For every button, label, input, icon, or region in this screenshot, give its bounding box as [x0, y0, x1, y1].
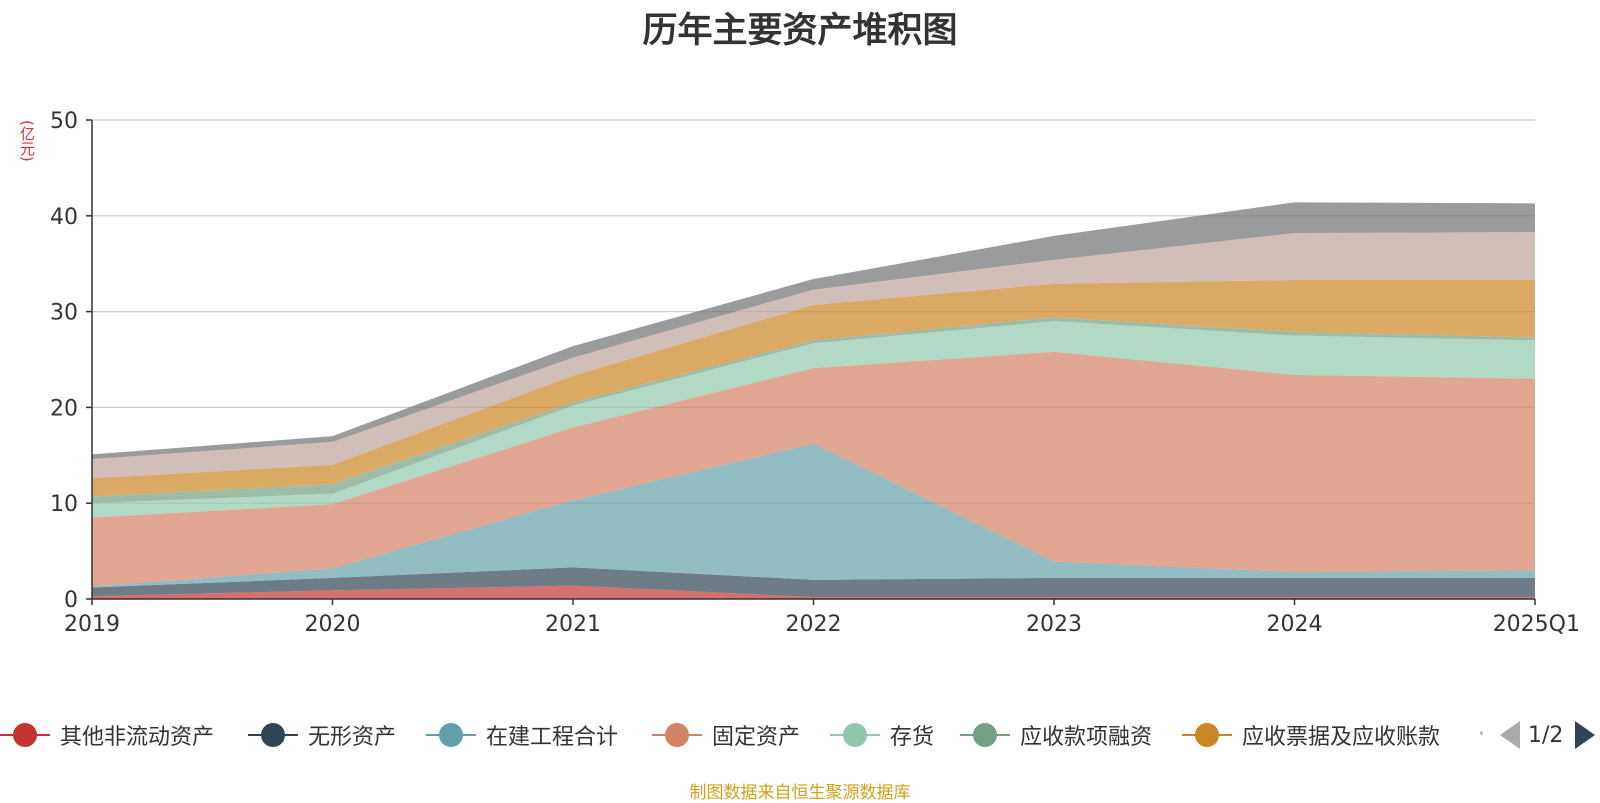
legend-label: 其他非流动资产	[60, 725, 215, 750]
area-series	[92, 443, 1535, 588]
legend-item-construction[interactable]: 在建工程合计	[426, 718, 618, 752]
legend-overflow-dot: ·	[1478, 722, 1485, 747]
legend-label: 应收票据及应收账款	[1242, 725, 1441, 750]
legend-marker-icon	[960, 718, 1010, 752]
legend-label: 无形资产	[308, 725, 397, 750]
area-series	[92, 351, 1535, 587]
legend-marker-icon	[830, 718, 880, 752]
x-tick-label: 2022	[786, 612, 842, 637]
x-tick-label: 2020	[305, 612, 361, 637]
legend: 其他非流动资产 无形资产 在建工程合计 固定资产 存货 应收款项融资 应收票据及…	[0, 718, 1600, 752]
legend-label: 应收款项融资	[1020, 725, 1153, 750]
legend-item-notes-receivable[interactable]: 应收票据及应收账款	[1182, 718, 1440, 752]
legend-label: 存货	[890, 725, 935, 750]
stacked-area-chart: 0 10 20 30 40 50 2019 2020 2021 2022 2023 2024 2025Q…	[50, 109, 1580, 637]
y-tick-label: 30	[50, 301, 78, 326]
chart-title: 历年主要资产堆积图	[642, 11, 958, 51]
x-tick-label: 2025Q1	[1493, 612, 1580, 637]
area-series	[92, 321, 1535, 518]
y-tick-label: 40	[50, 205, 78, 230]
legend-label: 固定资产	[712, 725, 801, 750]
legend-next-page-icon[interactable]	[1575, 721, 1596, 749]
legend-page-indicator: 1/2	[1528, 722, 1564, 748]
area-series	[92, 232, 1535, 479]
area-series-group	[92, 202, 1535, 599]
legend-prev-page-icon[interactable]	[1500, 721, 1520, 749]
y-tick-label: 20	[50, 396, 78, 421]
legend-marker-icon	[1182, 718, 1232, 752]
area-series	[92, 279, 1535, 497]
data-source-note: 制图数据来自恒生聚源数据库	[689, 783, 911, 803]
x-tick-label: 2023	[1026, 612, 1082, 637]
legend-marker-icon	[0, 718, 50, 752]
x-tick-label: 2024	[1267, 612, 1323, 637]
y-axis-unit-label: (亿元)	[18, 120, 36, 162]
y-tick-label: 10	[50, 492, 78, 517]
area-series	[92, 567, 1535, 598]
y-tick-label: 50	[50, 109, 78, 134]
legend-item-receivables-financing[interactable]: 应收款项融资	[960, 718, 1152, 752]
legend-item-inventory[interactable]: 存货	[830, 718, 934, 752]
legend-marker-icon	[248, 718, 298, 752]
legend-item-intangible[interactable]: 无形资产	[248, 718, 396, 752]
area-series	[92, 202, 1535, 460]
legend-pager: 1/2	[1500, 718, 1596, 752]
legend-marker-icon	[426, 718, 476, 752]
legend-label: 在建工程合计	[486, 725, 619, 750]
y-tick-label: 0	[64, 588, 78, 613]
legend-item-fixed-assets[interactable]: 固定资产	[652, 718, 800, 752]
legend-item-other-noncurrent[interactable]: 其他非流动资产	[0, 718, 214, 752]
area-series	[92, 317, 1535, 504]
x-tick-label: 2021	[545, 612, 601, 637]
axes: 0 10 20 30 40 50 2019 2020 2021 2022 2023 2024 2025Q…	[50, 109, 1580, 637]
legend-marker-icon	[652, 718, 702, 752]
x-tick-label: 2019	[64, 612, 120, 637]
area-series	[92, 585, 1535, 599]
